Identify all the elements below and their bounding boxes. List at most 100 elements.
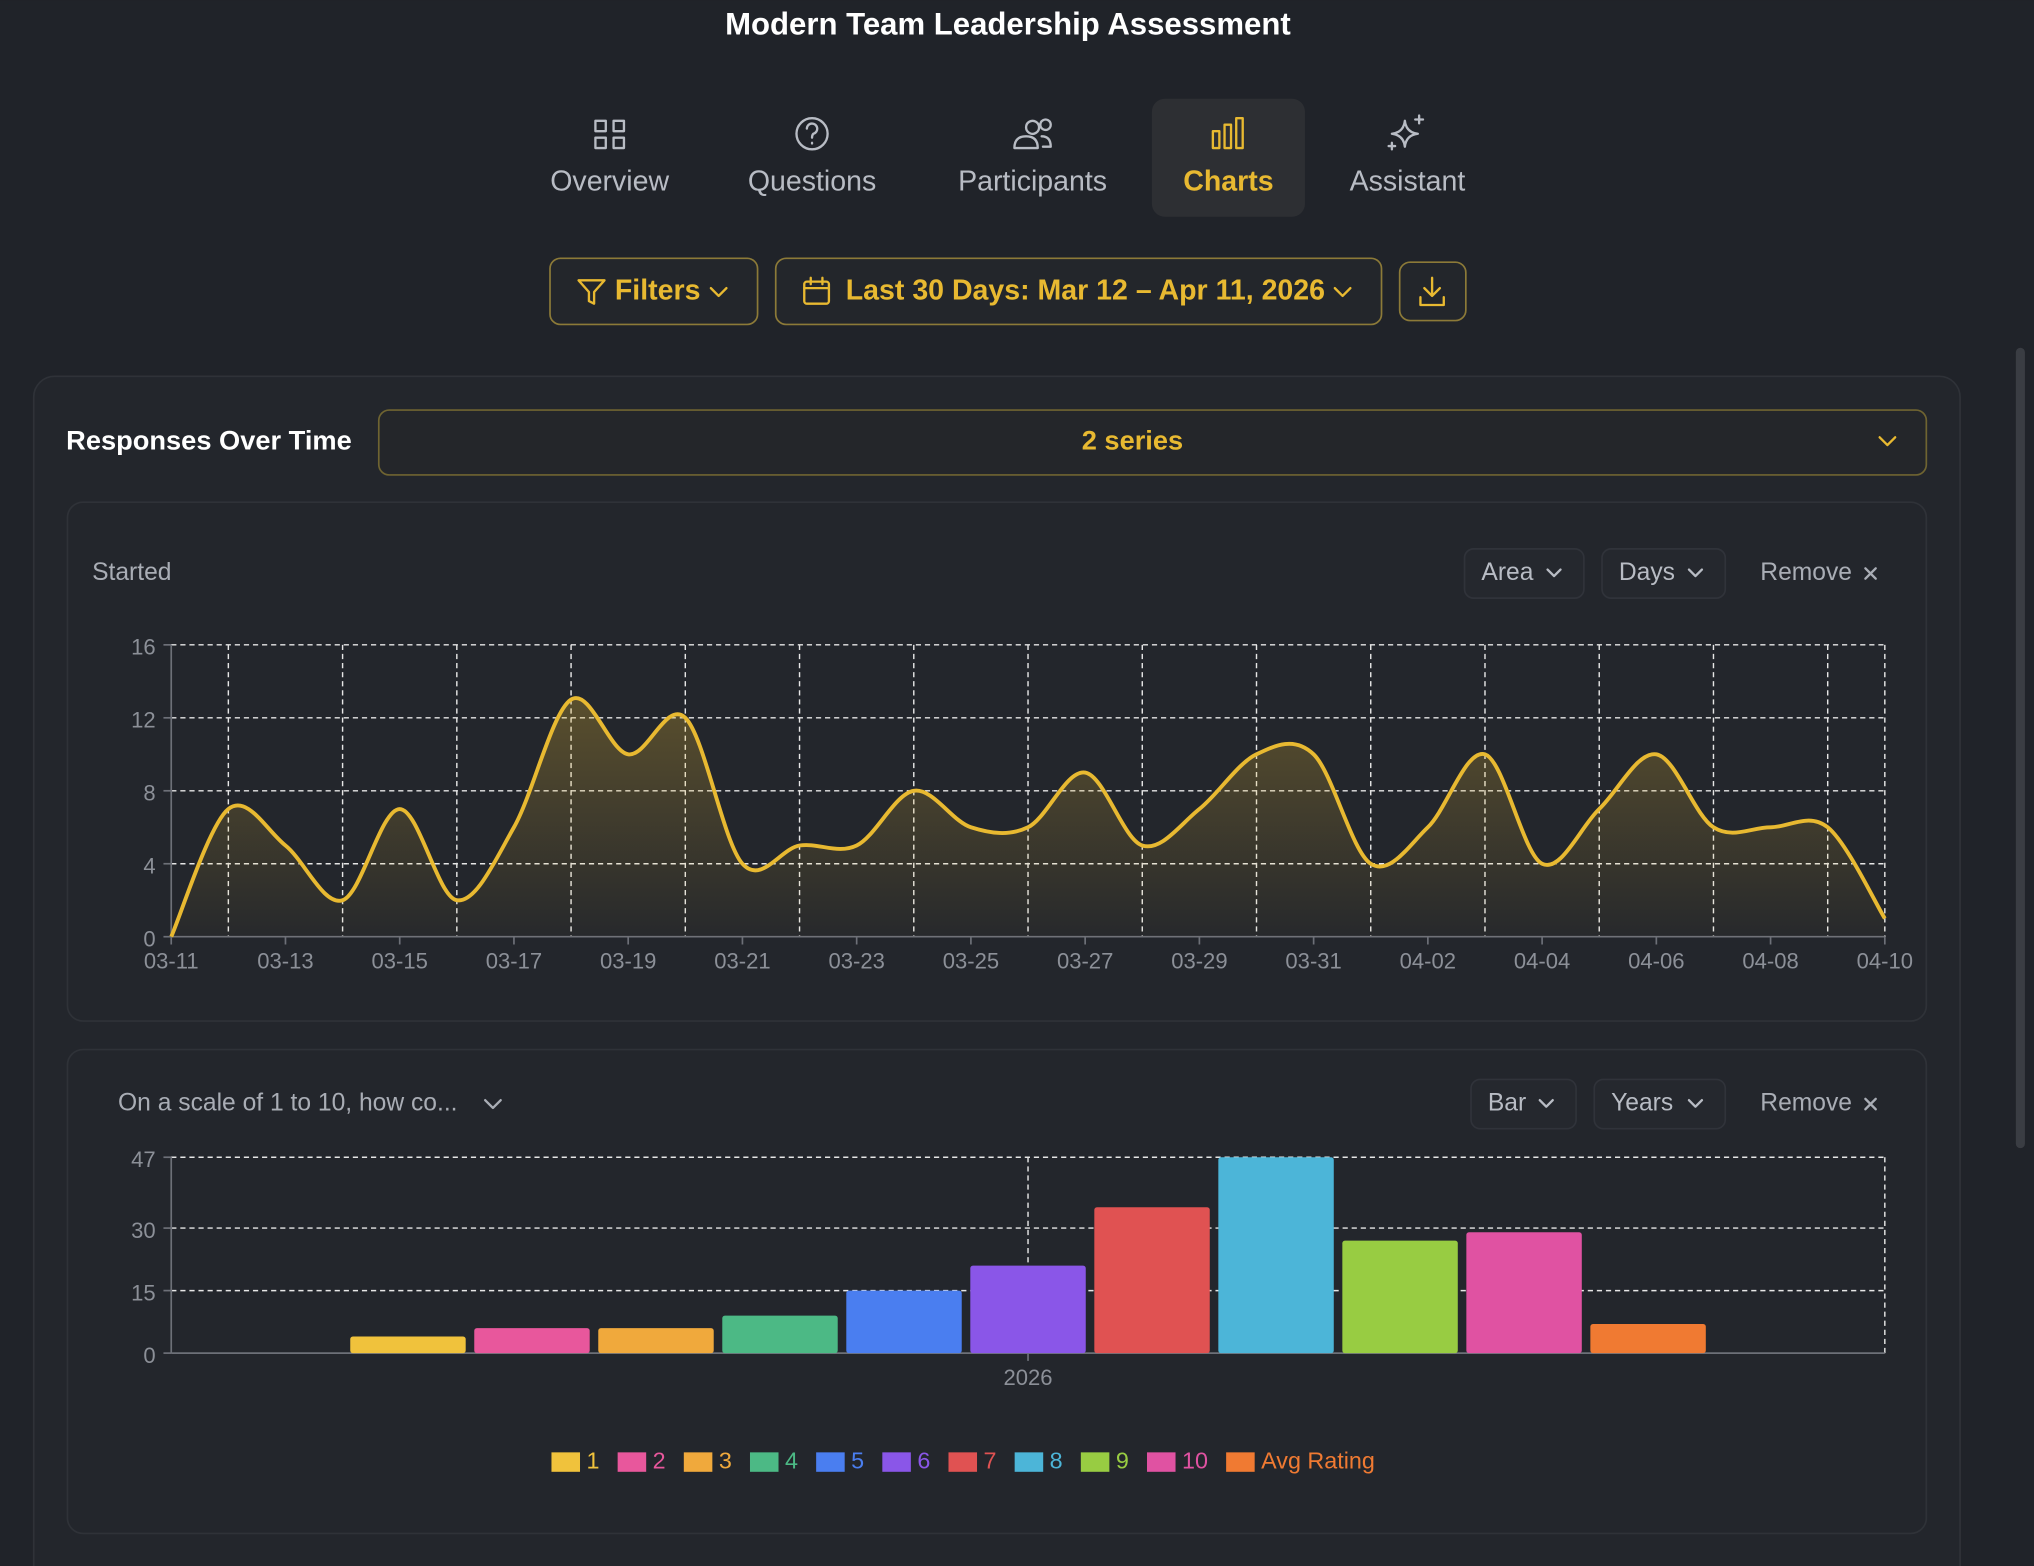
legend-swatch[interactable] [816,1452,845,1472]
tab-label[interactable]: Overview [550,166,669,198]
bar [1466,1232,1582,1354]
bar [1342,1240,1458,1354]
tab-icon[interactable] [795,117,829,151]
x-tick-label: 03-29 [1171,948,1227,973]
x-tick-label: 04-10 [1857,948,1913,973]
legend-label[interactable]: 3 [719,1447,732,1473]
legend-swatch[interactable] [948,1452,978,1472]
tab-icon[interactable] [594,119,626,150]
select-box[interactable] [1463,548,1585,599]
tab-label[interactable]: Charts [1183,166,1273,198]
legend-label[interactable]: 7 [984,1447,997,1473]
area-line [169,696,1887,938]
y-tick-label: 0 [143,926,155,951]
area-fill [171,698,1885,937]
legend-swatch[interactable] [1146,1452,1176,1472]
bar [1094,1207,1210,1354]
x-tick-label: 04-02 [1400,948,1456,973]
x-tick-label: 2026 [1004,1365,1053,1390]
y-tick-label: 15 [131,1280,156,1305]
legend-label[interactable]: 4 [785,1447,798,1473]
bar [722,1315,838,1354]
date-range-button[interactable]: Last 30 Days: Mar 12 – Apr 11, 2026 [774,257,1383,326]
date-range-label[interactable]: Last 30 Days: Mar 12 – Apr 11, 2026 [846,275,1325,307]
chart-label: Started [92,559,171,586]
legend-label[interactable]: 2 [653,1447,666,1473]
x-tick-label: 03-31 [1285,948,1341,973]
select-box[interactable] [1601,548,1727,599]
bar [970,1265,1086,1354]
y-tick-label: 16 [131,635,156,660]
x-tick-label: 03-17 [486,948,542,973]
filters-label[interactable]: Filters [615,275,701,307]
tab-icon[interactable] [1211,117,1244,150]
legend-label[interactable]: 9 [1116,1447,1129,1473]
tab-icon[interactable] [1013,118,1052,150]
legend-swatch[interactable] [1226,1452,1255,1472]
bar [598,1328,714,1354]
select-label[interactable]: Years [1611,1090,1673,1117]
select-label[interactable]: Area [1481,559,1533,586]
x-tick-label: 03-15 [372,948,428,973]
chevron[interactable] [1687,1098,1704,1108]
download-button[interactable] [1398,261,1467,322]
tab-bar: Overview Questions Participants Charts Assis… [550,98,1466,217]
bar [1218,1157,1334,1354]
x-tick-label: 03-11 [144,948,199,973]
bar [1590,1323,1706,1354]
legend-label[interactable]: 1 [586,1447,599,1473]
legend-swatch[interactable] [617,1452,647,1472]
series-select[interactable]: 2 series [377,409,1928,476]
tab-icon[interactable] [1387,114,1425,151]
panel-title: Responses Over Time [66,425,352,456]
remove-icon[interactable] [1864,1097,1877,1111]
select-label[interactable]: Bar [1488,1090,1526,1117]
x-tick-label: 04-04 [1514,948,1570,973]
legend-label[interactable]: 8 [1050,1447,1063,1473]
active-tab-background[interactable] [1151,98,1305,217]
x-tick-label: 03-27 [1057,948,1113,973]
legend-label[interactable]: 6 [917,1447,930,1473]
legend-swatch[interactable] [749,1452,779,1472]
bar [846,1290,962,1354]
select-label[interactable]: Days [1619,559,1675,586]
legend-swatch[interactable] [882,1452,911,1472]
chart-controls: Started Area Days Remove On a scale of 1 to … [92,548,1877,1130]
legend-swatch[interactable] [683,1452,713,1472]
x-tick-label: 03-23 [828,948,884,973]
x-tick-label: 03-19 [600,948,656,973]
scrollbar[interactable] [2015,347,2025,1149]
y-tick-label: 12 [131,708,156,733]
bar [474,1328,590,1354]
x-tick-label: 04-06 [1628,948,1684,973]
x-tick-label: 04-08 [1742,948,1798,973]
legend-label[interactable]: Avg Rating [1261,1447,1375,1473]
legend-label[interactable]: 5 [851,1447,864,1473]
legend-swatch[interactable] [551,1452,581,1472]
chevron[interactable] [1546,568,1562,578]
x-tick-label: 03-25 [943,948,999,973]
legend-swatch[interactable] [1014,1452,1044,1472]
chevron[interactable] [483,1098,502,1110]
chevron[interactable] [1687,568,1704,578]
chart-label[interactable]: On a scale of 1 to 10, how co... [118,1090,457,1117]
remove-icon[interactable] [1864,567,1877,580]
filters-button[interactable]: Filters [549,257,759,326]
charts: 03-11 03-13 03-15 03-17 03-19 03-21 03-23 03-25… [131,635,1913,1474]
remove-button[interactable]: Remove [1760,1090,1852,1117]
select-box[interactable] [1593,1078,1727,1130]
remove-button[interactable]: Remove [1760,559,1852,586]
y-tick-label: 30 [131,1218,156,1243]
select-box[interactable] [1470,1078,1577,1130]
chevron[interactable] [1538,1098,1554,1108]
tab-label[interactable]: Assistant [1350,166,1466,198]
series-select-label[interactable]: 2 series [1082,425,1183,456]
y-tick-label: 8 [143,781,155,806]
tab-label[interactable]: Questions [748,166,876,198]
tab-label[interactable]: Participants [958,166,1107,198]
legend-swatch[interactable] [1080,1452,1110,1472]
x-tick-label: 03-13 [257,948,313,973]
legend-label[interactable]: 10 [1182,1447,1208,1473]
